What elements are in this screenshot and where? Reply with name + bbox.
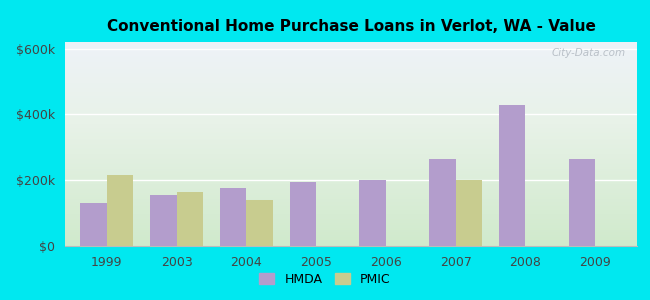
Bar bbox=[81, 203, 107, 246]
Title: Conventional Home Purchase Loans in Verlot, WA - Value: Conventional Home Purchase Loans in Verl… bbox=[107, 19, 595, 34]
Text: City-Data.com: City-Data.com bbox=[551, 48, 625, 58]
Bar bbox=[177, 192, 203, 246]
Bar bbox=[456, 180, 482, 246]
Bar bbox=[359, 180, 386, 246]
Bar bbox=[569, 159, 595, 246]
Bar bbox=[150, 195, 177, 246]
Bar bbox=[499, 104, 525, 246]
Bar bbox=[246, 200, 273, 246]
Bar bbox=[290, 182, 316, 246]
Bar bbox=[429, 159, 456, 246]
Bar bbox=[220, 188, 246, 246]
Bar bbox=[107, 175, 133, 246]
Legend: HMDA, PMIC: HMDA, PMIC bbox=[254, 268, 396, 291]
